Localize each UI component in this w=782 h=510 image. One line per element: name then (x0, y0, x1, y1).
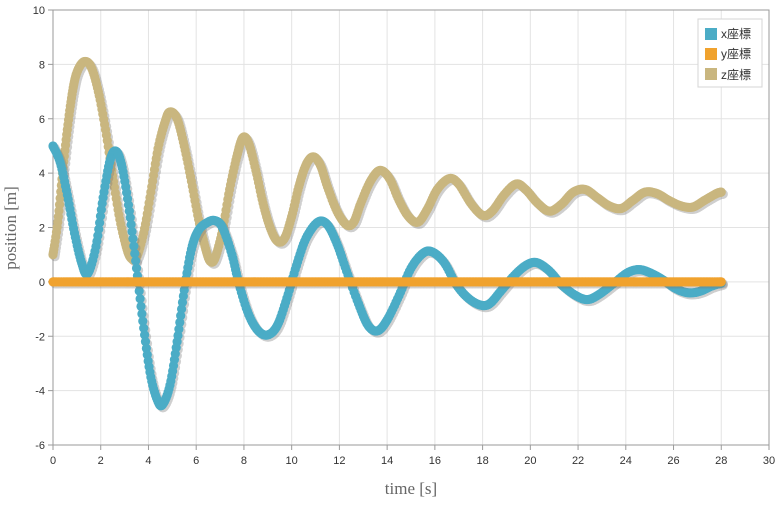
x-tick-label: 2 (98, 455, 104, 467)
legend-swatch-x (705, 28, 717, 40)
data-point (139, 330, 150, 340)
y-tick-label: 0 (39, 277, 45, 289)
x-tick-label: 12 (333, 455, 345, 467)
data-point (136, 301, 146, 311)
data-point (131, 256, 141, 266)
data-point (131, 263, 142, 273)
y-tick-label: 8 (39, 59, 45, 71)
x-tick-label: 24 (620, 455, 632, 467)
x-tick-label: 16 (429, 455, 441, 467)
data-point (134, 286, 144, 296)
y-tick-label: 2 (39, 223, 45, 235)
x-tick-label: 22 (572, 455, 584, 467)
legend-swatch-y (705, 48, 717, 60)
data-point (716, 277, 726, 287)
x-tick-label: 4 (145, 455, 151, 467)
x-tick-label: 28 (715, 455, 727, 467)
data-point (125, 213, 135, 223)
data-point (130, 248, 140, 259)
data-point (127, 226, 137, 237)
data-point (137, 309, 147, 319)
x-tick-label: 0 (50, 455, 56, 467)
series-y (48, 277, 728, 289)
x-tick-label: 8 (241, 455, 247, 467)
legend-label-y: y座標 (721, 46, 751, 61)
legend-label-z: z座標 (721, 67, 751, 82)
data-point (129, 241, 139, 251)
y-tick-label: -4 (35, 386, 45, 398)
y-tick-label: 4 (39, 168, 45, 180)
x-tick-label: 6 (193, 455, 199, 467)
x-tick-label: 26 (667, 455, 679, 467)
series-z (48, 56, 728, 269)
x-axis-ticks: 0 2 4 6 8 10 12 14 16 18 20 22 24 26 28 30 (50, 445, 775, 467)
y-tick-label: 10 (33, 5, 45, 17)
data-point (138, 316, 148, 326)
y-axis-ticks: -6 -4 -2 0 2 4 6 8 10 (33, 5, 53, 452)
x-tick-label: 20 (524, 455, 536, 467)
x-tick-label: 30 (763, 455, 775, 467)
x-tick-label: 14 (381, 455, 393, 467)
legend-swatch-z (705, 68, 717, 80)
x-tick-label: 10 (286, 455, 298, 467)
series-layer (48, 56, 728, 413)
data-point (139, 323, 149, 333)
data-point (716, 187, 726, 197)
data-point (135, 294, 145, 304)
y-tick-label: -2 (35, 331, 45, 343)
x-axis-title: time [s] (385, 479, 437, 498)
x-tick-label: 18 (476, 455, 488, 467)
legend: x座標 y座標 z座標 (697, 18, 763, 88)
y-tick-label: 6 (39, 114, 45, 126)
data-point (126, 219, 136, 230)
data-point (176, 311, 186, 321)
y-tick-label: -6 (35, 440, 45, 452)
data-point (128, 234, 138, 244)
y-axis-title: position [m] (1, 186, 20, 270)
data-point (175, 317, 185, 328)
legend-label-x: x座標 (721, 26, 751, 41)
